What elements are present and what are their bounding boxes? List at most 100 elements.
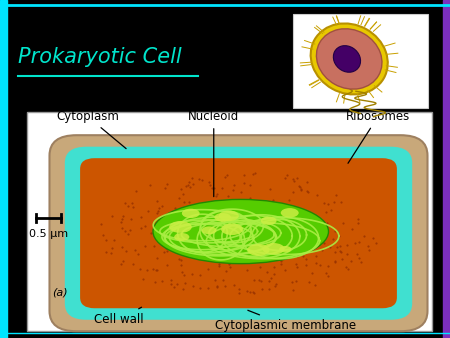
Point [294, 253, 301, 259]
Point [340, 220, 347, 225]
Point [152, 279, 159, 285]
Point [289, 287, 296, 293]
Ellipse shape [219, 211, 239, 221]
Point [189, 252, 196, 257]
Point [270, 224, 277, 229]
Point [189, 182, 197, 187]
Point [303, 189, 310, 194]
Point [118, 244, 126, 250]
Point [221, 174, 228, 180]
Point [185, 205, 193, 210]
Point [215, 263, 222, 269]
Point [318, 247, 325, 252]
Ellipse shape [310, 23, 388, 94]
Point [254, 222, 261, 227]
Point [240, 180, 248, 185]
Point [219, 277, 226, 283]
Point [250, 277, 257, 283]
Ellipse shape [333, 46, 360, 72]
Point [345, 266, 352, 271]
Point [180, 286, 187, 291]
Point [338, 256, 346, 261]
Point [256, 217, 263, 222]
Point [261, 252, 268, 257]
Point [246, 232, 253, 237]
Point [261, 248, 269, 254]
Point [299, 215, 306, 221]
Point [129, 261, 136, 267]
Point [191, 219, 198, 224]
Point [284, 215, 292, 220]
Point [332, 249, 339, 255]
Point [336, 244, 343, 249]
Point [117, 219, 125, 224]
Point [207, 249, 214, 255]
Ellipse shape [182, 209, 200, 218]
Point [293, 175, 301, 180]
Point [330, 199, 338, 205]
Point [297, 211, 304, 216]
Ellipse shape [221, 223, 243, 235]
Point [313, 193, 320, 198]
Point [297, 188, 305, 193]
Point [128, 201, 135, 206]
Point [203, 207, 210, 212]
Point [193, 221, 200, 227]
Point [153, 211, 160, 216]
Point [257, 278, 265, 284]
Point [218, 210, 225, 215]
Point [144, 208, 152, 214]
Point [343, 252, 350, 257]
Point [212, 236, 219, 242]
Point [195, 176, 203, 182]
Point [369, 236, 376, 241]
Point [149, 266, 157, 272]
Point [180, 272, 188, 277]
Point [218, 209, 225, 215]
Point [148, 231, 155, 236]
Point [238, 204, 245, 209]
Point [209, 250, 216, 256]
Point [315, 236, 323, 241]
Text: (a): (a) [52, 288, 68, 298]
Point [312, 261, 319, 266]
Point [270, 198, 277, 203]
Point [169, 230, 176, 235]
Point [356, 255, 363, 261]
Point [163, 245, 170, 250]
Point [292, 279, 300, 284]
Point [118, 216, 126, 221]
Point [279, 242, 286, 247]
Point [197, 252, 204, 258]
Point [305, 280, 312, 285]
Text: Cell wall: Cell wall [94, 307, 144, 326]
Point [280, 249, 287, 255]
Point [142, 243, 149, 249]
Point [158, 231, 166, 236]
Point [322, 270, 329, 276]
Point [264, 257, 271, 263]
Ellipse shape [316, 29, 382, 89]
Point [337, 249, 344, 254]
Point [132, 188, 139, 194]
Point [211, 219, 218, 224]
Point [173, 281, 180, 287]
Point [214, 206, 221, 212]
Point [205, 266, 212, 271]
Point [119, 225, 126, 231]
Ellipse shape [281, 208, 299, 218]
Point [241, 256, 248, 261]
Point [214, 223, 221, 228]
Point [230, 182, 237, 188]
Point [259, 215, 266, 221]
Point [354, 220, 361, 225]
Point [195, 226, 202, 231]
Point [204, 210, 212, 216]
Point [155, 237, 162, 242]
Point [125, 231, 132, 236]
Point [289, 190, 297, 195]
Text: Prokaryotic Cell: Prokaryotic Cell [18, 47, 182, 68]
Point [121, 228, 128, 234]
Point [108, 250, 115, 256]
Point [163, 182, 171, 187]
